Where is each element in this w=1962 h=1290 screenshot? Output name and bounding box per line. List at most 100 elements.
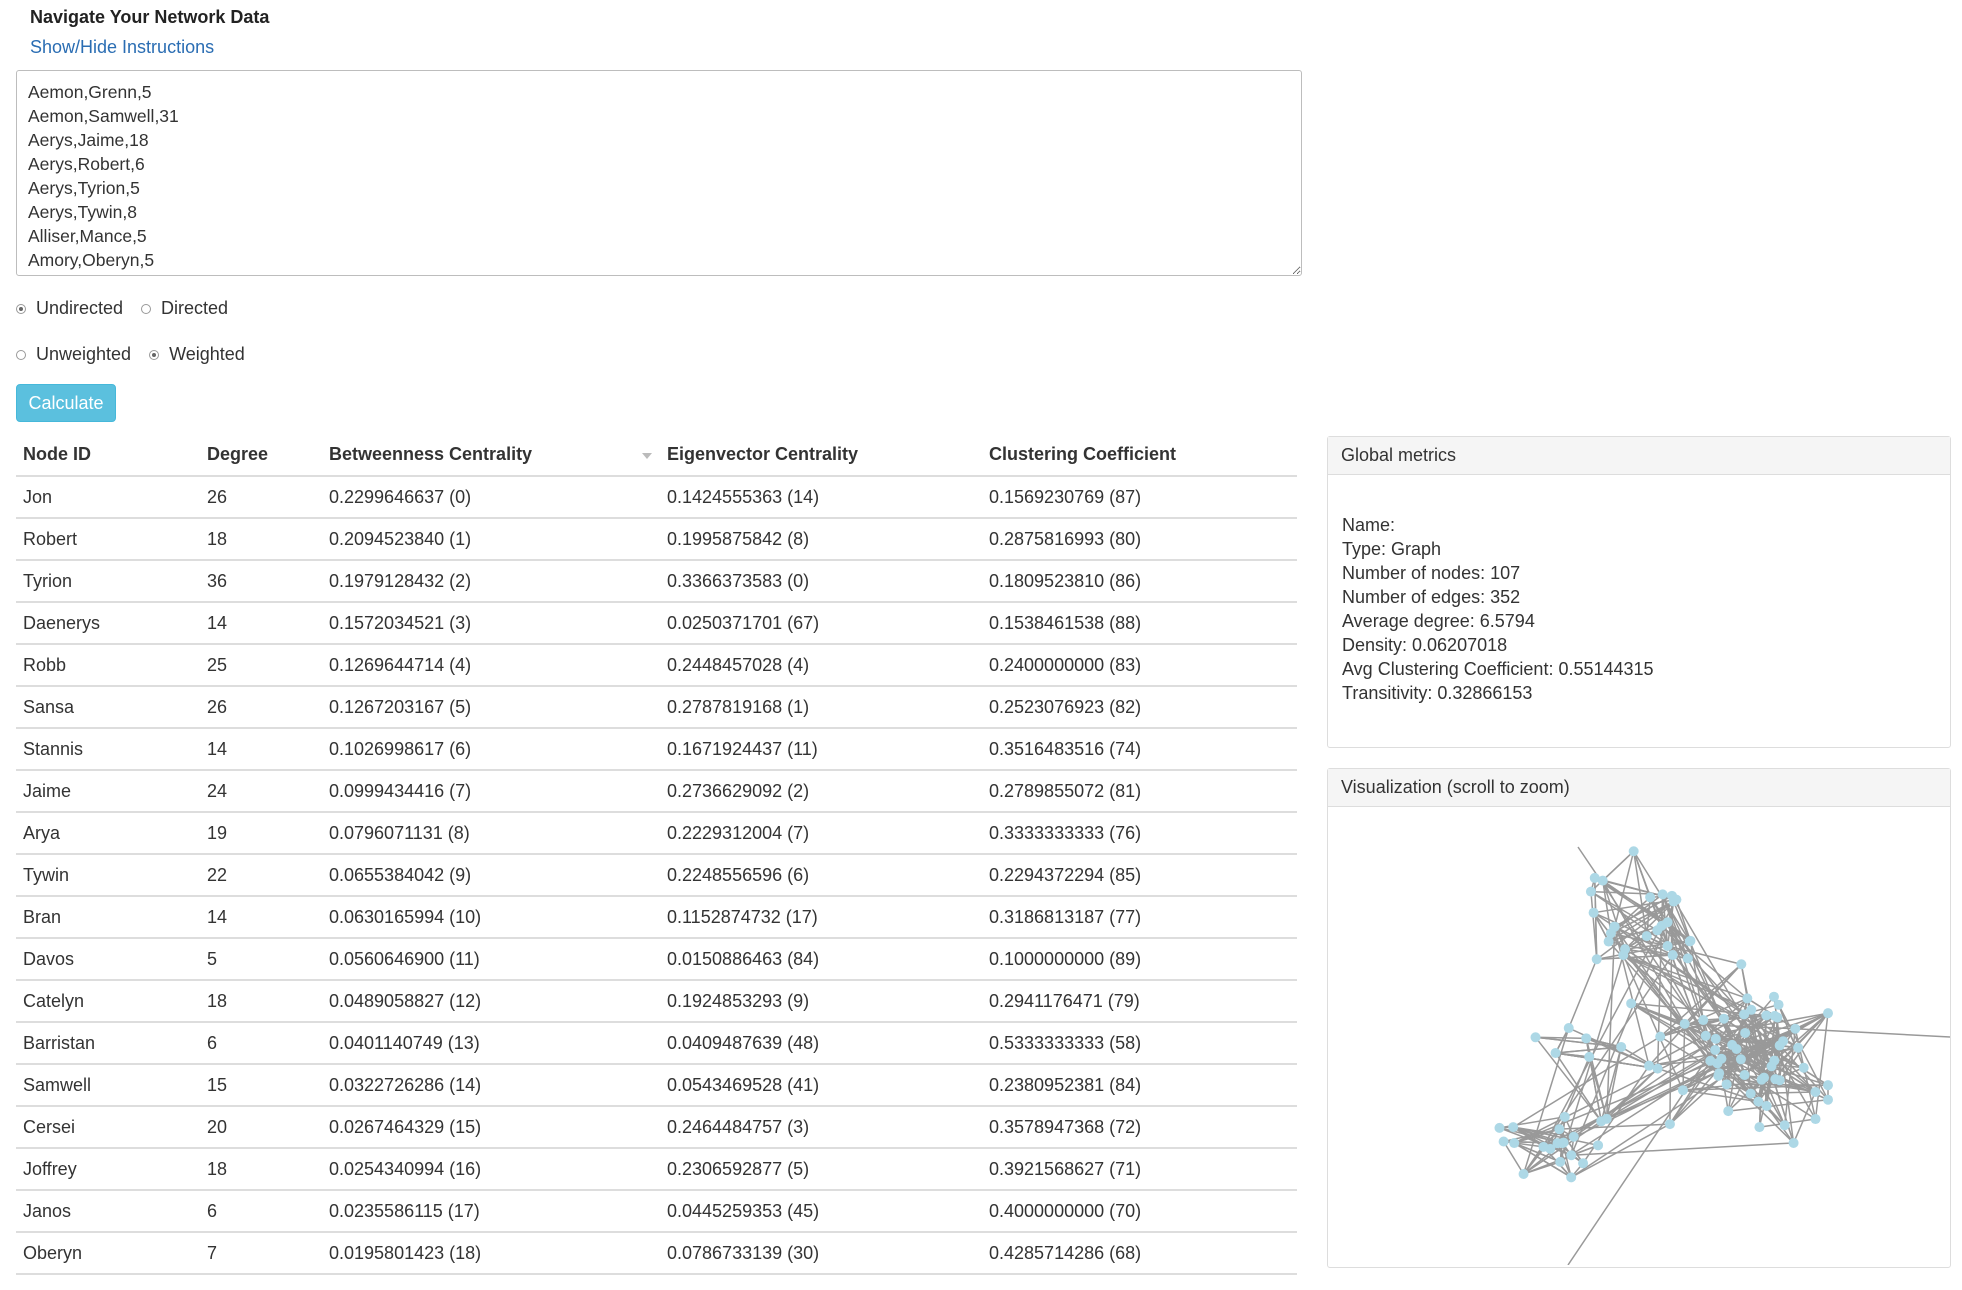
graph-node[interactable] (1823, 1080, 1833, 1091)
graph-node[interactable] (1588, 907, 1599, 918)
graph-node[interactable] (1662, 940, 1673, 951)
graph-node[interactable] (1698, 1015, 1709, 1026)
graph-node[interactable] (1739, 1069, 1750, 1080)
graph-node[interactable] (1798, 1062, 1809, 1073)
graph-node[interactable] (1682, 953, 1693, 964)
graph-node[interactable] (1753, 1096, 1764, 1107)
graph-node[interactable] (1677, 1085, 1688, 1096)
graph-node[interactable] (1563, 1023, 1574, 1034)
graph-node[interactable] (1769, 1055, 1780, 1066)
graph-node[interactable] (1710, 1044, 1721, 1055)
graph-node[interactable] (1768, 991, 1779, 1002)
graph-node[interactable] (1823, 1094, 1833, 1105)
graph-node[interactable] (1685, 935, 1696, 946)
graph-node[interactable] (1508, 1122, 1519, 1133)
graph-node[interactable] (1735, 1054, 1746, 1065)
graph-node[interactable] (1736, 959, 1747, 970)
graph-node[interactable] (1554, 1124, 1565, 1135)
graph-node[interactable] (1620, 944, 1631, 955)
graph-node[interactable] (1769, 1010, 1780, 1021)
graph-node[interactable] (1566, 1150, 1577, 1161)
graph-node[interactable] (1616, 1041, 1627, 1052)
graph-node[interactable] (1667, 950, 1678, 961)
header-node-id[interactable]: Node ID (16, 433, 200, 477)
graph-node[interactable] (1655, 1031, 1666, 1042)
graph-node[interactable] (1745, 1088, 1756, 1099)
graph-node[interactable] (1779, 1120, 1790, 1131)
visualization-canvas[interactable] (1328, 807, 1950, 1265)
unweighted-radio[interactable] (16, 349, 26, 360)
graph-node[interactable] (1774, 1040, 1785, 1051)
graph-node[interactable] (1742, 993, 1753, 1004)
graph-node[interactable] (1568, 1131, 1579, 1142)
graph-node[interactable] (1754, 1122, 1765, 1133)
graph-node[interactable] (1626, 998, 1637, 1009)
graph-node[interactable] (1652, 1063, 1663, 1074)
graph-node[interactable] (1589, 872, 1600, 883)
graph-node[interactable] (1713, 1070, 1724, 1081)
directed-radio[interactable] (141, 303, 152, 314)
weighted-option[interactable]: Weighted (149, 344, 245, 365)
graph-node[interactable] (1656, 920, 1667, 931)
graph-node[interactable] (1710, 1033, 1721, 1044)
graph-node[interactable] (1761, 1010, 1772, 1021)
graph-node[interactable] (1746, 1004, 1757, 1015)
graph-node[interactable] (1761, 1101, 1772, 1112)
graph-node[interactable] (1740, 1027, 1751, 1038)
graph-node[interactable] (1559, 1111, 1570, 1122)
header-betweenness[interactable]: Betweenness Centrality (322, 433, 660, 477)
graph-node[interactable] (1597, 875, 1608, 886)
graph-node[interactable] (1721, 1079, 1732, 1090)
unweighted-option[interactable]: Unweighted (16, 344, 131, 365)
graph-node[interactable] (1727, 1039, 1738, 1050)
graph-node[interactable] (1788, 1137, 1799, 1148)
graph-node[interactable] (1498, 1136, 1509, 1147)
graph-node[interactable] (1716, 1053, 1727, 1064)
undirected-option[interactable]: Undirected (16, 298, 123, 319)
graph-node[interactable] (1664, 1119, 1675, 1130)
toggle-instructions-link[interactable]: Show/Hide Instructions (30, 37, 215, 57)
graph-node[interactable] (1823, 1008, 1833, 1019)
graph-node[interactable] (1584, 1051, 1595, 1062)
graph-node[interactable] (1578, 1158, 1589, 1169)
graph-node[interactable] (1593, 1140, 1604, 1151)
graph-node[interactable] (1518, 1168, 1529, 1179)
graph-node[interactable] (1566, 1172, 1577, 1183)
graph-node[interactable] (1705, 1055, 1716, 1066)
graph-node[interactable] (1700, 1030, 1711, 1041)
header-clustering[interactable]: Clustering Coefficient (982, 433, 1297, 477)
graph-node[interactable] (1773, 999, 1784, 1010)
directed-option[interactable]: Directed (141, 298, 228, 319)
graph-node[interactable] (1718, 1013, 1729, 1024)
graph-node[interactable] (1555, 1156, 1566, 1167)
graph-node[interactable] (1596, 1116, 1607, 1127)
graph-node[interactable] (1641, 931, 1652, 942)
graph-node[interactable] (1774, 1075, 1785, 1086)
calculate-button[interactable]: Calculate (16, 384, 116, 422)
header-degree[interactable]: Degree (200, 433, 322, 477)
weighted-radio[interactable] (149, 349, 160, 360)
graph-node[interactable] (1557, 1138, 1568, 1149)
network-graph[interactable] (1328, 807, 1950, 1265)
graph-node[interactable] (1609, 921, 1620, 932)
graph-node[interactable] (1790, 1023, 1801, 1034)
graph-node[interactable] (1581, 1033, 1592, 1044)
graph-node[interactable] (1723, 1106, 1734, 1117)
graph-node[interactable] (1545, 1143, 1556, 1154)
edge-list-input[interactable] (16, 70, 1302, 276)
graph-node[interactable] (1759, 1072, 1770, 1083)
graph-node[interactable] (1679, 1018, 1690, 1029)
graph-node[interactable] (1645, 892, 1656, 903)
header-eigenvector[interactable]: Eigenvector Centrality (660, 433, 982, 477)
graph-node[interactable] (1666, 890, 1677, 901)
graph-node[interactable] (1644, 1060, 1655, 1071)
graph-node[interactable] (1628, 846, 1639, 857)
graph-node[interactable] (1739, 1009, 1750, 1020)
graph-node[interactable] (1810, 1114, 1821, 1125)
graph-node[interactable] (1530, 1032, 1541, 1043)
graph-node[interactable] (1550, 1047, 1561, 1058)
graph-node[interactable] (1585, 886, 1596, 897)
graph-node[interactable] (1793, 1042, 1804, 1053)
graph-node[interactable] (1657, 889, 1668, 900)
graph-node[interactable] (1810, 1086, 1821, 1097)
